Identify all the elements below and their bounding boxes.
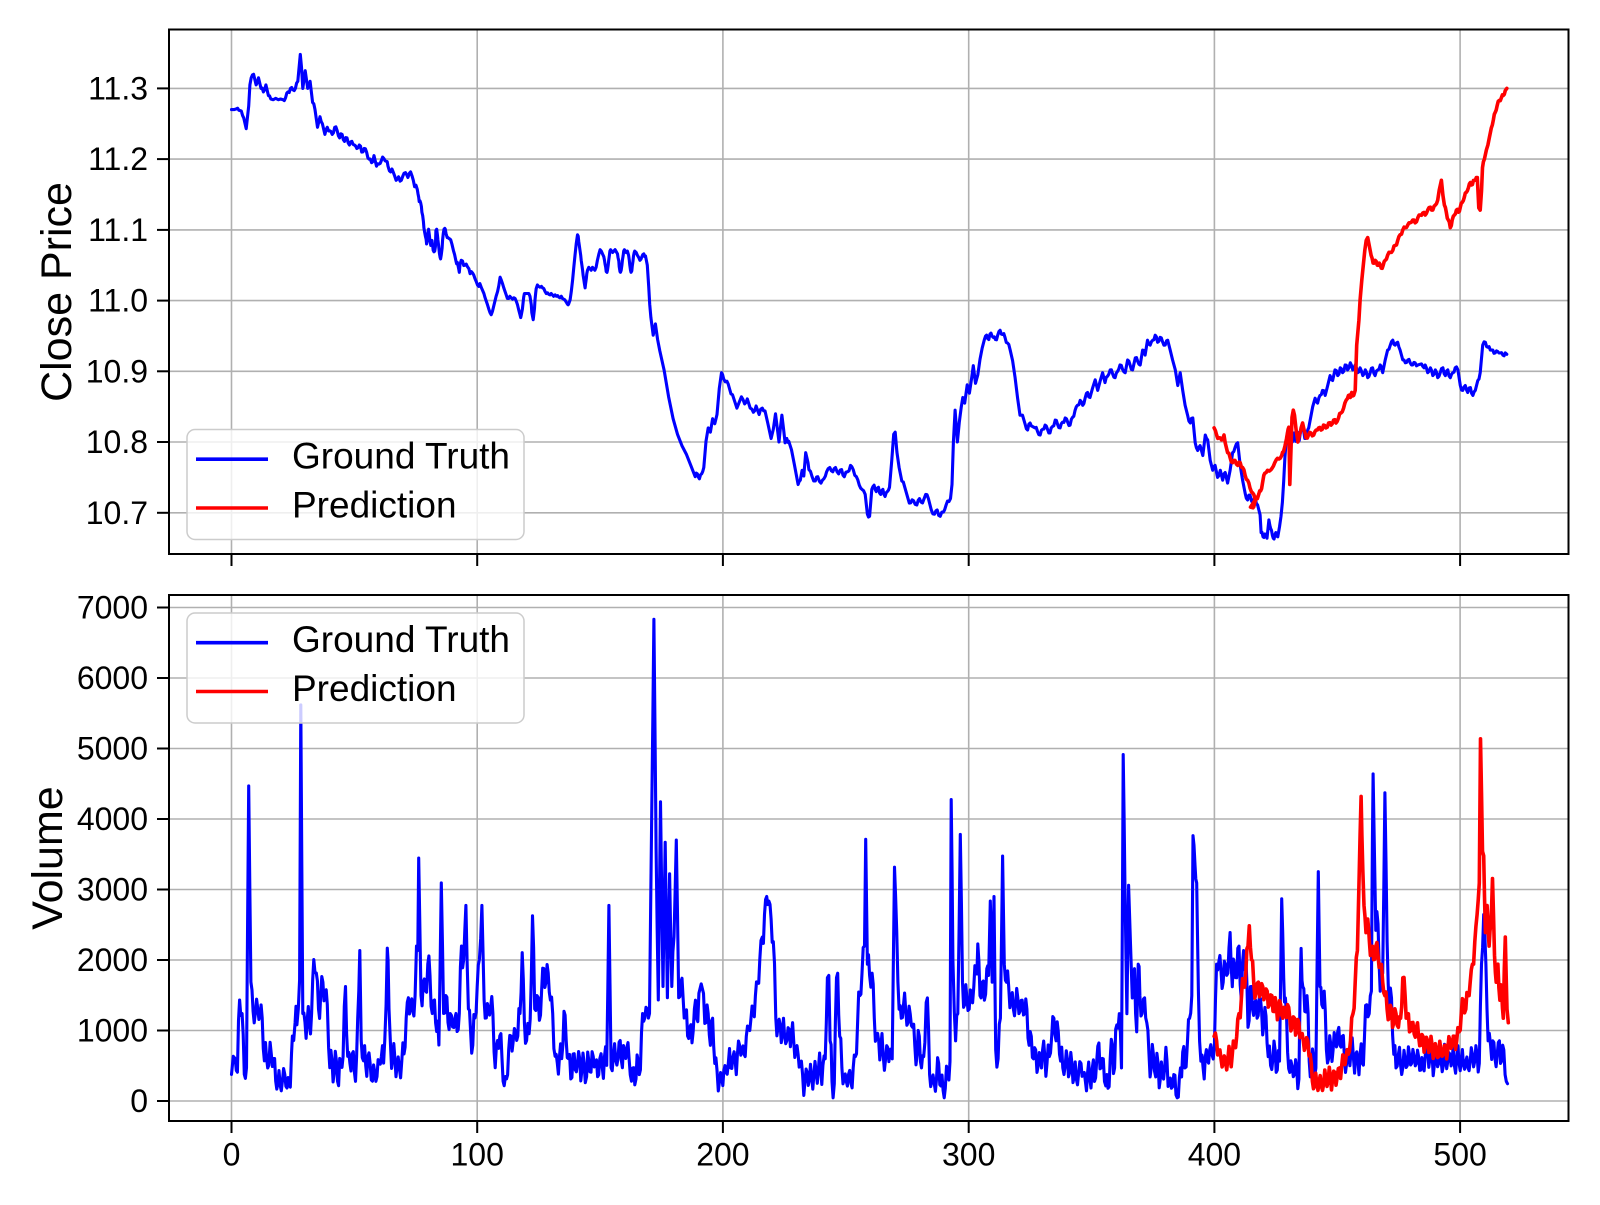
svg-text:10.7: 10.7 [86,495,148,531]
svg-text:0: 0 [130,1083,148,1119]
svg-text:10.9: 10.9 [86,353,148,389]
svg-text:Close Price: Close Price [33,182,81,402]
svg-text:11.0: 11.0 [88,283,148,319]
svg-text:Ground Truth: Ground Truth [292,436,510,477]
svg-text:6000: 6000 [77,660,148,696]
svg-text:100: 100 [451,1137,504,1173]
svg-text:2000: 2000 [77,942,148,978]
svg-text:Ground Truth: Ground Truth [292,619,510,660]
svg-text:5000: 5000 [77,731,148,767]
svg-text:11.3: 11.3 [88,70,148,106]
svg-text:7000: 7000 [77,590,148,626]
svg-text:11.1: 11.1 [88,212,148,248]
svg-text:1000: 1000 [77,1013,148,1049]
svg-text:300: 300 [942,1137,995,1173]
svg-text:11.2: 11.2 [88,141,148,177]
svg-text:0: 0 [223,1137,241,1173]
svg-text:3000: 3000 [77,872,148,908]
svg-text:4000: 4000 [77,801,148,837]
svg-text:500: 500 [1433,1137,1486,1173]
svg-text:200: 200 [696,1137,749,1173]
svg-text:400: 400 [1188,1137,1241,1173]
svg-text:10.8: 10.8 [86,424,148,460]
svg-text:Volume: Volume [24,786,72,929]
svg-text:Prediction: Prediction [292,485,457,526]
svg-text:Prediction: Prediction [292,668,457,709]
